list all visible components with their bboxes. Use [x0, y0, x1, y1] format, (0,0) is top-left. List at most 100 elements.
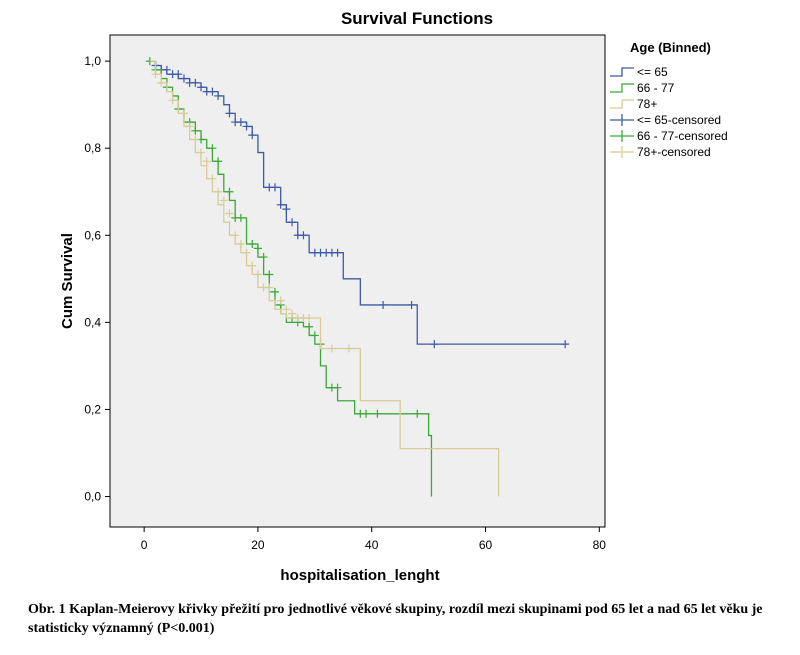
series-group [149, 60, 500, 497]
legend: <= 65 66 - 77 78+ <= 65-censored 66 - 77-cen… [610, 65, 728, 159]
censor-mark [327, 344, 336, 353]
censor-mark [185, 122, 194, 131]
legend-item: 78+ [610, 97, 657, 111]
figure-caption: Obr. 1 Kaplan-Meierovy křivky přežití pr… [28, 602, 763, 636]
censor-mark [288, 218, 297, 227]
legend-label: <= 65-censored [637, 113, 721, 127]
censor-mark [157, 78, 166, 87]
series-group [149, 60, 570, 349]
censor-mark [333, 248, 342, 257]
legend-line-swatch [610, 99, 634, 109]
censor-mark [265, 283, 274, 292]
legend-title: Age (Binned) [630, 40, 711, 55]
censor-mark [225, 187, 234, 196]
censor-mark [248, 239, 257, 248]
y-tick-label: 0,4 [84, 315, 101, 329]
censor-mark [242, 122, 251, 131]
censor-mark [219, 196, 228, 205]
x-tick-label: 20 [251, 538, 265, 552]
censor-mark [413, 409, 422, 418]
censor-mark [282, 305, 291, 314]
legend-item: <= 65-censored [610, 113, 721, 127]
censor-mark [208, 174, 217, 183]
legend-item: <= 65 [610, 65, 668, 79]
censor-mark [248, 131, 257, 140]
legend-label: 66 - 77-censored [637, 129, 728, 143]
censor-mark [174, 70, 183, 79]
censor-mark [373, 409, 382, 418]
censor-mark [282, 205, 291, 214]
y-tick-label: 0,6 [84, 228, 101, 242]
censor-mark [310, 331, 319, 340]
y-axis-label: Cum Survival [59, 233, 76, 329]
legend-label: 66 - 77 [637, 81, 675, 95]
censor-mark [379, 300, 388, 309]
censor-mark [197, 83, 206, 92]
censor-mark [248, 261, 257, 270]
censor-mark [271, 287, 279, 296]
censor-mark [561, 340, 570, 349]
censor-mark [208, 87, 217, 96]
censor-mark [214, 187, 223, 196]
censor-mark [179, 74, 188, 83]
censor-mark [305, 314, 314, 323]
censor-mark [191, 78, 200, 87]
x-tick-label: 80 [593, 538, 607, 552]
censor-mark [299, 231, 308, 240]
censor-mark [225, 209, 234, 218]
y-tick-label: 1,0 [84, 54, 101, 68]
survival-curve [149, 60, 500, 497]
censor-mark [151, 70, 160, 79]
censor-mark [236, 239, 245, 248]
censor-mark [333, 383, 342, 392]
x-axis: 0 20 40 60 80 [141, 527, 607, 552]
censor-mark [407, 300, 416, 309]
censor-mark [259, 253, 268, 262]
plot-area [109, 34, 606, 528]
chart-title: Survival Functions [341, 9, 493, 28]
censor-mark [344, 344, 353, 353]
censor-mark [197, 148, 206, 157]
censor-mark [305, 322, 314, 331]
y-tick-label: 0,2 [84, 402, 101, 416]
y-tick-label: 0,8 [84, 141, 101, 155]
legend-item: 66 - 77 [610, 81, 675, 95]
censor-mark [236, 213, 245, 222]
y-axis: 0,0 0,2 0,4 0,6 0,8 1,0 [84, 54, 110, 504]
censor-mark [265, 270, 274, 279]
censor-mark [179, 109, 188, 118]
censor-mark [231, 231, 240, 240]
censor-mark [191, 135, 200, 144]
censor-mark [225, 109, 234, 118]
legend-item: 66 - 77-censored [610, 129, 728, 143]
legend-label: 78+-censored [637, 145, 711, 159]
censor-mark [202, 157, 211, 166]
series-layer [145, 57, 570, 497]
censor-mark [430, 340, 439, 349]
censor-mark [253, 244, 262, 253]
x-tick-label: 60 [479, 538, 493, 552]
legend-label: 78+ [637, 97, 657, 111]
x-tick-label: 0 [141, 538, 148, 552]
censor-mark [362, 409, 371, 418]
legend-plus-swatch [610, 146, 634, 158]
censor-mark [242, 248, 251, 257]
legend-plus-swatch [610, 114, 634, 126]
censor-mark [288, 309, 297, 318]
censor-mark [162, 65, 171, 74]
censor-mark [253, 270, 262, 279]
censor-mark [191, 126, 200, 135]
x-tick-label: 40 [365, 538, 379, 552]
legend-plus-swatch [610, 130, 634, 142]
censor-mark [276, 296, 285, 305]
censor-mark [236, 118, 245, 127]
legend-line-swatch [610, 67, 634, 77]
y-tick-label: 0,0 [84, 490, 101, 504]
legend-item: 78+-censored [610, 145, 711, 159]
censor-mark [168, 96, 177, 105]
survival-chart: Survival Functions 0,0 0,2 0,4 0,6 0,8 1,0 0 2… [59, 9, 728, 584]
x-axis-label: hospitalisation_lenght [280, 567, 439, 584]
censor-mark [214, 157, 223, 166]
censor-mark [271, 183, 279, 192]
legend-label: <= 65 [637, 65, 668, 79]
